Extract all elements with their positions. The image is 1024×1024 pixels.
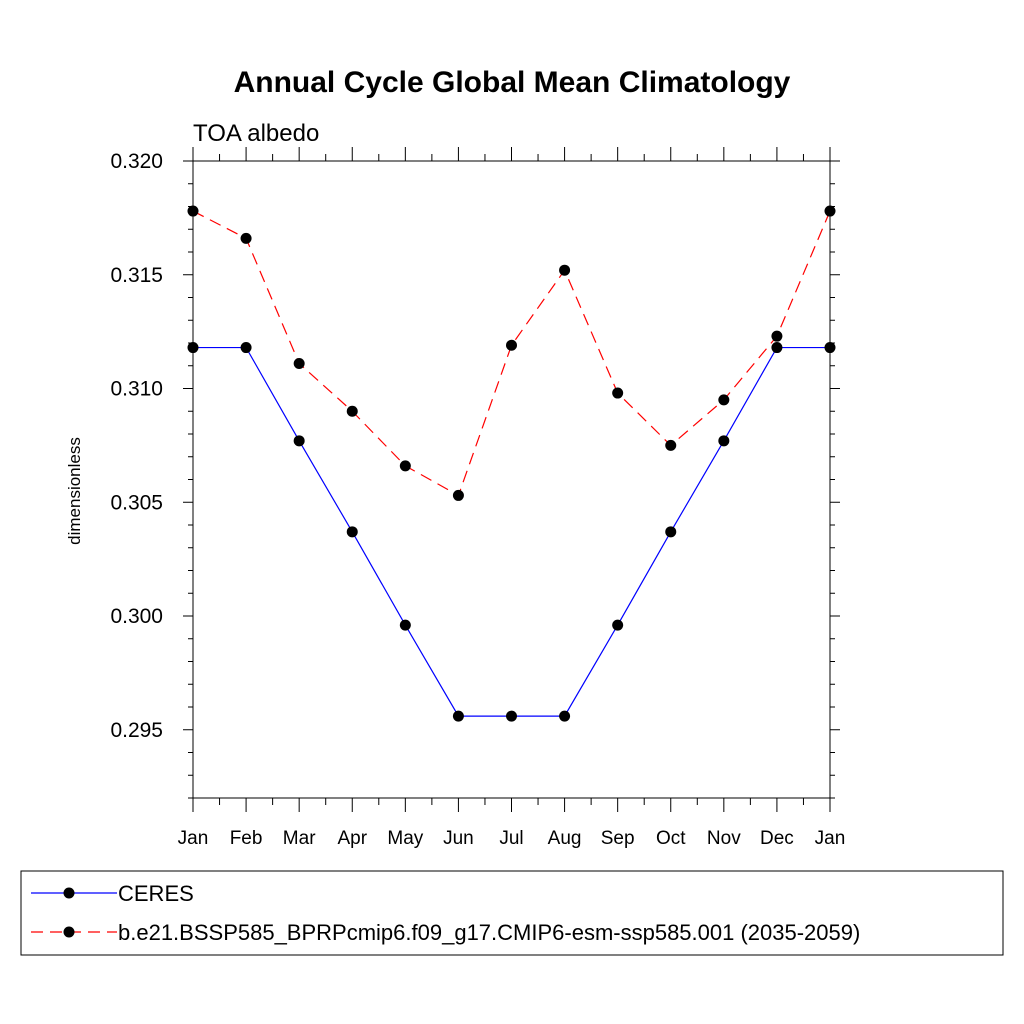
x-tick-label: Nov bbox=[707, 828, 741, 849]
series-1-point bbox=[293, 357, 305, 369]
legend-label-0: CERES bbox=[118, 881, 194, 906]
y-tick-label: 0.310 bbox=[110, 378, 163, 401]
series-1-point bbox=[240, 232, 252, 244]
series-1-point bbox=[718, 394, 730, 406]
series-1-point bbox=[559, 264, 571, 276]
y-tick-label: 0.300 bbox=[110, 605, 163, 628]
x-tick-label: Jun bbox=[443, 828, 474, 849]
series-1-point bbox=[506, 339, 517, 351]
series-0-point bbox=[293, 435, 305, 447]
series-0-point bbox=[240, 342, 252, 354]
series-0-point bbox=[824, 342, 836, 354]
series-0-point bbox=[452, 710, 464, 722]
series-0-point bbox=[187, 342, 199, 354]
y-tick-label: 0.305 bbox=[110, 491, 163, 514]
x-tick-label: Oct bbox=[656, 828, 686, 849]
y-axis-label: dimensionless bbox=[65, 437, 84, 545]
series-1-point bbox=[612, 387, 624, 399]
series-0-point bbox=[612, 619, 624, 631]
chart-title: Annual Cycle Global Mean Climatology bbox=[234, 66, 791, 99]
y-tick-label: 0.320 bbox=[110, 150, 163, 173]
series-0-point bbox=[771, 342, 783, 354]
x-tick-label: Aug bbox=[548, 828, 582, 849]
series-line-0 bbox=[193, 346, 830, 717]
series-0-point bbox=[399, 619, 411, 631]
y-axis: 0.295 0.300 0.305 0.310 0.315 0.320 bbox=[110, 150, 840, 799]
x-tick-label: Jan bbox=[815, 828, 846, 849]
series-layer bbox=[187, 205, 836, 722]
series-1-point bbox=[346, 405, 358, 417]
y-tick-label: 0.315 bbox=[110, 264, 163, 287]
x-tick-label: Jul bbox=[499, 828, 523, 849]
series-0-point bbox=[665, 526, 677, 538]
x-tick-label: Mar bbox=[283, 828, 316, 849]
x-tick-label: Jan bbox=[178, 828, 209, 849]
legend-marker-1 bbox=[63, 926, 75, 938]
series-0-point bbox=[559, 710, 571, 722]
legend-box bbox=[20, 870, 1004, 956]
series-1-point bbox=[771, 330, 783, 342]
series-1-point bbox=[187, 205, 199, 217]
series-1-point bbox=[452, 489, 464, 501]
series-0-point bbox=[346, 526, 358, 538]
legend-marker-0 bbox=[63, 887, 75, 899]
legend-label-1: b.e21.BSSP585_BPRPcmip6.f09_g17.CMIP6-es… bbox=[118, 920, 860, 945]
x-tick-label: Feb bbox=[230, 828, 263, 849]
legend: CERES b.e21.BSSP585_BPRPcmip6.f09_g17.CMI… bbox=[31, 881, 860, 945]
x-tick-label: May bbox=[387, 828, 423, 849]
plot-area-frame bbox=[192, 160, 831, 799]
x-tick-label: Dec bbox=[760, 828, 794, 849]
series-1-point bbox=[824, 205, 836, 217]
x-axis: Jan Feb Mar Apr May Jun Jul Aug Sep Oct Nov Dec Jan bbox=[178, 147, 846, 849]
chart-subtitle: TOA albedo bbox=[193, 120, 319, 147]
y-tick-label: 0.295 bbox=[110, 719, 163, 742]
x-tick-label: Apr bbox=[337, 828, 367, 849]
x-tick-label: Sep bbox=[601, 828, 635, 849]
series-1-point bbox=[665, 439, 677, 451]
series-1-point bbox=[399, 460, 411, 472]
series-line-1 bbox=[192, 210, 831, 497]
series-0-point bbox=[506, 710, 517, 722]
series-0-point bbox=[718, 435, 730, 447]
